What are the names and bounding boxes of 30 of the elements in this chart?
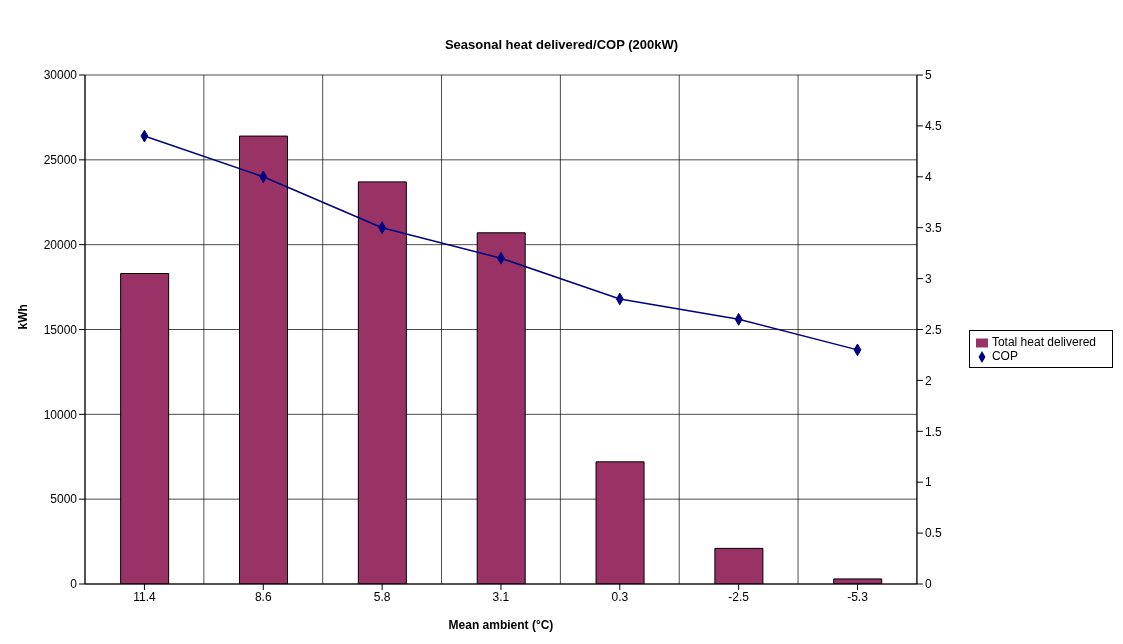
- x-tick-label: 0.3: [611, 589, 629, 604]
- x-axis-title: Mean ambient (°C): [448, 618, 554, 632]
- y2-tick-label: 0.5: [924, 526, 942, 541]
- y2-tick-label: 5: [924, 68, 932, 83]
- y2-tick-label: 4.5: [924, 119, 942, 134]
- y-tick-label: 5000: [50, 492, 78, 507]
- x-tick-label: 3.1: [492, 589, 510, 604]
- x-tick-label: 8.6: [254, 589, 272, 604]
- y-tick-label: 10000: [43, 407, 78, 422]
- y-axis-title: kWh: [16, 304, 31, 330]
- y-tick-label: 15000: [43, 322, 78, 337]
- y-tick-label: 20000: [43, 237, 78, 252]
- y2-tick-label: 1.5: [924, 424, 942, 439]
- y2-tick-label: 3.5: [924, 220, 942, 235]
- x-tick-label: -5.3: [847, 589, 869, 604]
- legend-label: COP: [991, 349, 1018, 363]
- legend-label: Total heat delivered: [991, 335, 1096, 349]
- y-tick-label: 30000: [43, 68, 78, 83]
- chart-title: Seasonal heat delivered/COP (200kW): [443, 36, 680, 54]
- y2-tick-label: 4: [924, 170, 932, 185]
- y2-tick-label: 2.5: [924, 322, 942, 337]
- y2-tick-label: 2: [924, 373, 932, 388]
- x-tick-label: 11.4: [133, 589, 156, 604]
- x-tick-label: -2.5: [728, 589, 750, 604]
- y2-tick-label: 1: [924, 475, 932, 490]
- x-tick-label: 5.8: [373, 589, 391, 604]
- y-tick-label: 25000: [43, 153, 78, 168]
- y2-tick-label: 3: [924, 271, 932, 286]
- y-tick-label: 0: [70, 577, 78, 592]
- y2-tick-label: 0: [924, 577, 932, 592]
